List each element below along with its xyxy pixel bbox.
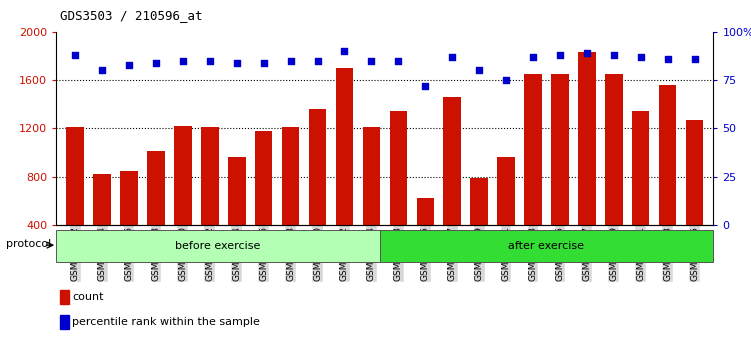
Bar <box>336 68 353 273</box>
Bar <box>93 174 111 273</box>
Point <box>231 60 243 65</box>
Point <box>150 60 162 65</box>
Point <box>581 50 593 56</box>
Point <box>204 58 216 64</box>
Point <box>446 54 458 60</box>
Point <box>473 68 485 73</box>
FancyBboxPatch shape <box>56 230 379 262</box>
Text: before exercise: before exercise <box>175 241 261 251</box>
Point <box>177 58 189 64</box>
Bar <box>470 178 488 273</box>
Bar <box>282 127 300 273</box>
Point <box>662 56 674 62</box>
Bar <box>66 127 84 273</box>
Bar <box>390 112 407 273</box>
Point <box>96 68 108 73</box>
Point <box>527 54 539 60</box>
Bar <box>578 52 596 273</box>
Bar <box>201 127 219 273</box>
Bar <box>255 131 273 273</box>
Bar <box>659 85 677 273</box>
Bar <box>443 97 461 273</box>
Bar <box>551 74 569 273</box>
Bar <box>309 109 327 273</box>
Point <box>419 83 431 89</box>
Bar <box>417 198 434 273</box>
Text: protocol: protocol <box>6 239 51 249</box>
Point <box>608 52 620 58</box>
Point <box>392 58 404 64</box>
Bar <box>174 126 192 273</box>
Text: GDS3503 / 210596_at: GDS3503 / 210596_at <box>60 9 203 22</box>
Point <box>123 62 135 68</box>
Point <box>339 48 351 54</box>
Point <box>554 52 566 58</box>
Bar <box>524 74 541 273</box>
Bar <box>497 157 515 273</box>
Point <box>285 58 297 64</box>
Bar <box>686 120 704 273</box>
Point <box>366 58 378 64</box>
Text: after exercise: after exercise <box>508 241 584 251</box>
Text: percentile rank within the sample: percentile rank within the sample <box>72 317 260 327</box>
Point <box>312 58 324 64</box>
Bar <box>605 74 623 273</box>
FancyBboxPatch shape <box>379 230 713 262</box>
Bar <box>147 151 164 273</box>
Point <box>500 77 512 83</box>
Text: count: count <box>72 292 104 302</box>
Point <box>689 56 701 62</box>
Point <box>69 52 81 58</box>
Bar <box>228 157 246 273</box>
Bar <box>632 112 650 273</box>
Bar <box>120 171 137 273</box>
Point <box>635 54 647 60</box>
Bar <box>363 127 380 273</box>
Point <box>258 60 270 65</box>
